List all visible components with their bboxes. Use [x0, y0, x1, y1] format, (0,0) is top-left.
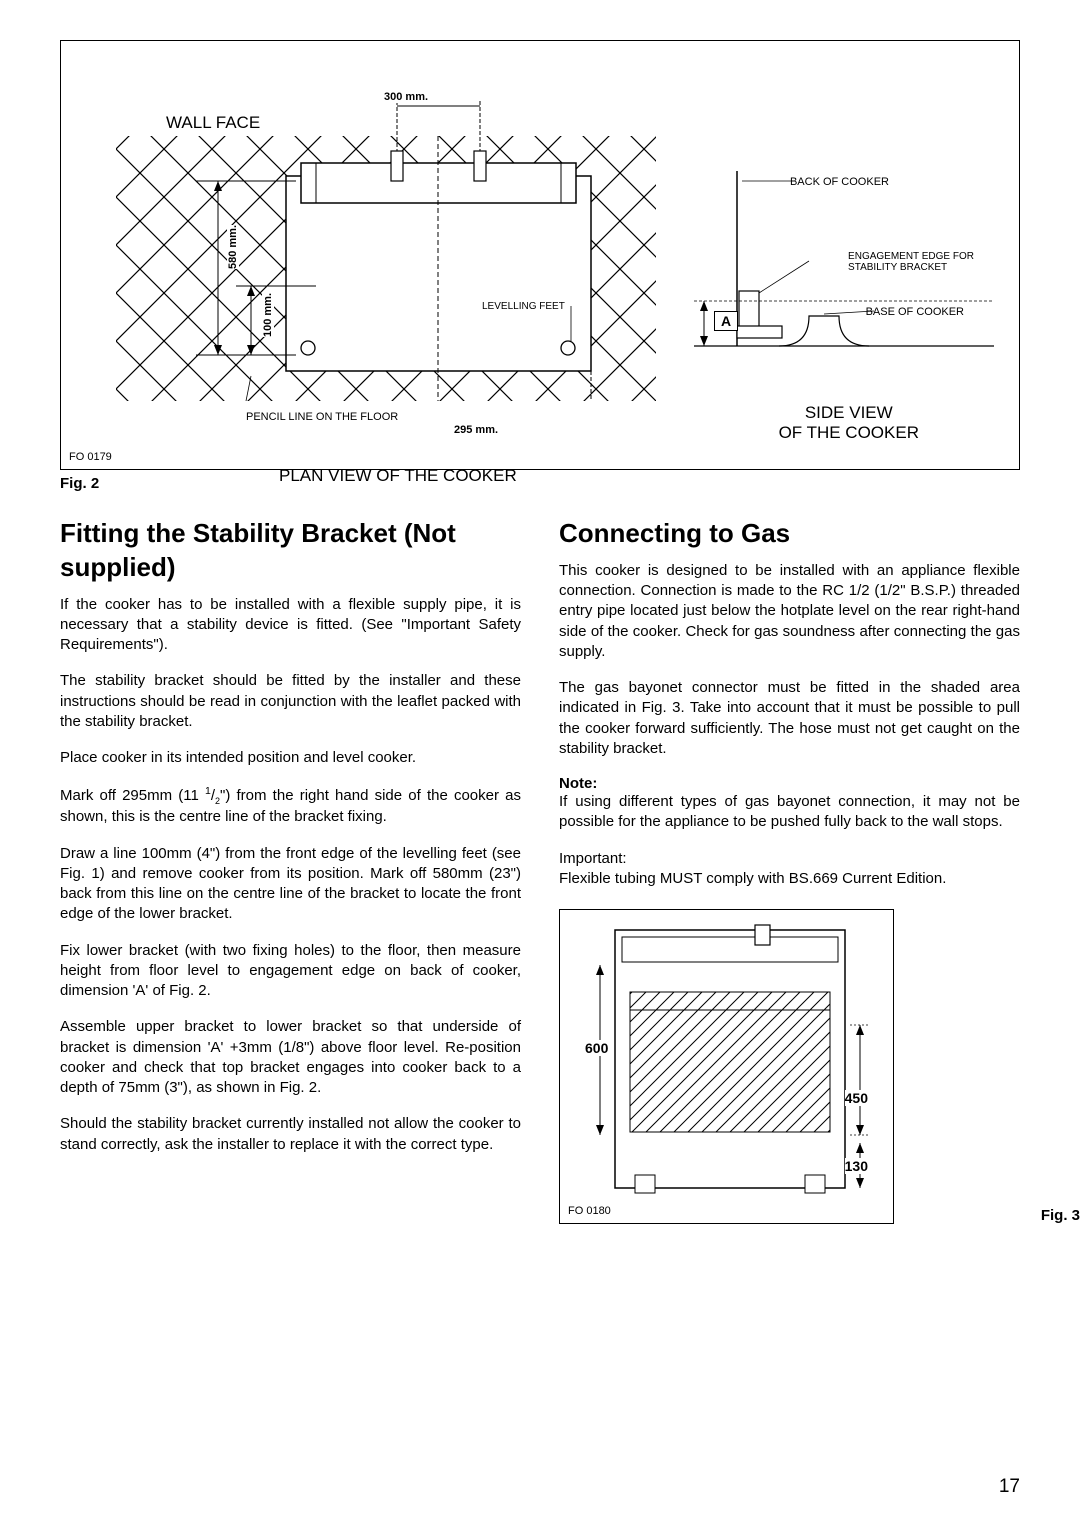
left-p1: If the cooker has to be installed with a…	[60, 595, 521, 656]
fig3-caption: Fig. 3	[1041, 1207, 1080, 1224]
fig2-caption: Fig. 2	[60, 475, 1020, 492]
left-p6: Fix lower bracket (with two fixing holes…	[60, 941, 521, 1002]
connecting-gas-heading: Connecting to Gas	[559, 517, 1020, 551]
back-cooker-label: BACK OF COOKER	[790, 176, 889, 188]
dim-580-label: 580 mm.	[227, 225, 239, 269]
side-view-diagram: BACK OF COOKER ENGAGEMENT EDGE FOR STABI…	[694, 171, 994, 421]
levelling-feet-label: LEVELLING FEET	[482, 301, 565, 312]
plan-hatch-svg	[116, 101, 656, 401]
figure-3-box: 600 450 130 FO 0180	[559, 909, 894, 1224]
fig3-fo-number: FO 0180	[568, 1205, 611, 1217]
dim-295-label: 295 mm.	[454, 424, 498, 436]
plan-view-title: PLAN VIEW OF THE COOKER	[279, 466, 517, 486]
right-p2: The gas bayonet connector must be fitted…	[559, 678, 1020, 759]
left-p7: Assemble upper bracket to lower bracket …	[60, 1017, 521, 1098]
left-p5: Draw a line 100mm (4") from the front ed…	[60, 844, 521, 925]
dim-130-label: 130	[845, 1158, 868, 1174]
pencil-line-label: PENCIL LINE ON THE FLOOR	[246, 411, 398, 423]
dim-100-label: 100 mm.	[262, 293, 274, 337]
left-p4: Mark off 295mm (11 1/2") from the right …	[60, 784, 521, 827]
base-cooker-label: BASE OF COOKER	[866, 306, 964, 318]
left-p3: Place cooker in its intended position an…	[60, 748, 521, 768]
dim-300-label: 300 mm.	[381, 91, 431, 103]
page-number: 17	[999, 1476, 1020, 1498]
stability-bracket-heading: Fitting the Stability Bracket (Not suppl…	[60, 517, 521, 585]
wall-face-label: WALL FACE	[166, 113, 260, 133]
left-p8: Should the stability bracket currently i…	[60, 1114, 521, 1155]
right-p3: If using different types of gas bayonet …	[559, 792, 1020, 833]
right-p1: This cooker is designed to be installed …	[559, 561, 1020, 662]
fig3-svg	[560, 910, 895, 1225]
right-column: Connecting to Gas This cooker is designe…	[559, 517, 1020, 1224]
engagement-edge-label: ENGAGEMENT EDGE FOR STABILITY BRACKET	[848, 251, 974, 273]
left-column: Fitting the Stability Bracket (Not suppl…	[60, 517, 521, 1224]
fig3-wrapper: 600 450 130 FO 0180 Fig. 3	[559, 909, 1020, 1224]
left-p2: The stability bracket should be fitted b…	[60, 671, 521, 732]
dimension-a-label: A	[714, 311, 738, 331]
right-p4: Important: Flexible tubing MUST comply w…	[559, 849, 1020, 890]
figure-2-box: WALL FACE 300 mm. 580 mm. 100 mm. LEVELL…	[60, 40, 1020, 470]
dim-450-label: 450	[845, 1090, 868, 1106]
side-view-title: SIDE VIEW OF THE COOKER	[779, 403, 919, 444]
content-columns: Fitting the Stability Bracket (Not suppl…	[60, 517, 1020, 1224]
dim-600-label: 600	[585, 1040, 608, 1056]
note-label: Note:	[559, 775, 1020, 792]
fig2-fo-number: FO 0179	[69, 451, 112, 463]
plan-view-diagram: WALL FACE 300 mm. 580 mm. 100 mm. LEVELL…	[116, 101, 656, 401]
